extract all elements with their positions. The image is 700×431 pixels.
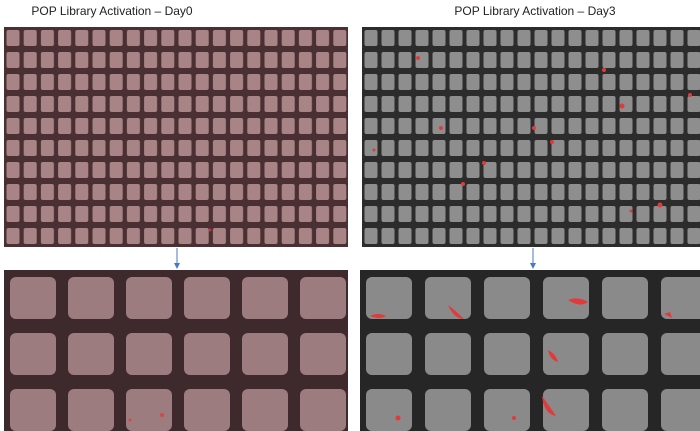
figure: POP Library Activation – Day0 POP Librar… <box>0 0 700 431</box>
panel-title: POP Library Activation – Day0 <box>31 4 193 18</box>
image-day0-overview <box>4 27 348 247</box>
image-day3-overview <box>362 27 700 247</box>
panel-title: POP Library Activation – Day3 <box>454 4 616 18</box>
image-day3-zoom <box>360 270 700 431</box>
image-day0-zoom <box>4 270 348 431</box>
